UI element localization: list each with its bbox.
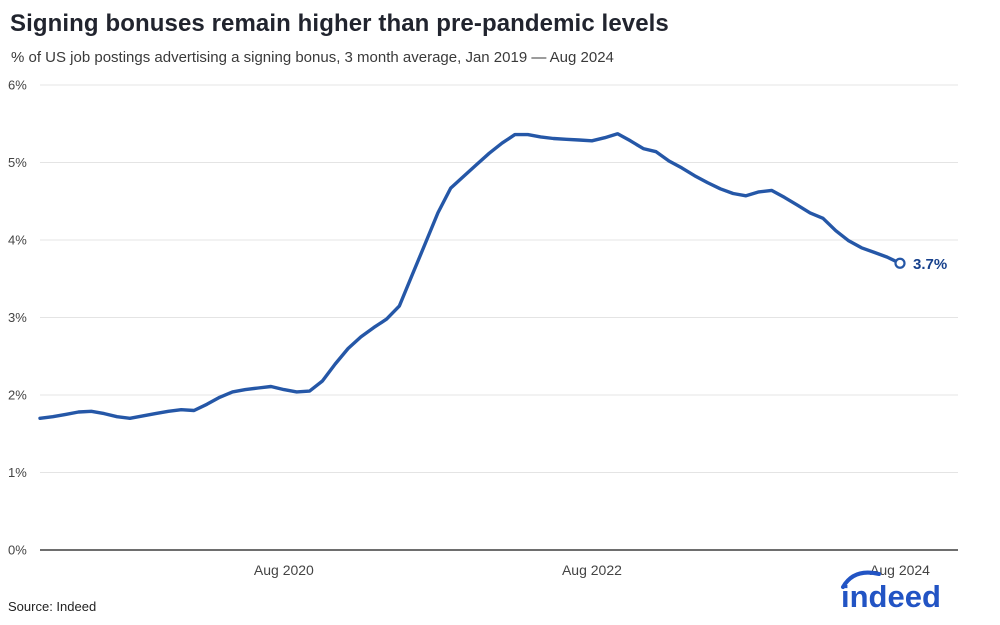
y-tick-label: 4% (8, 233, 27, 248)
source-note: Source: Indeed (8, 599, 97, 614)
x-tick-label: Aug 2024 (870, 562, 930, 578)
end-value-label: 3.7% (913, 256, 947, 273)
y-tick-label: 2% (8, 388, 27, 403)
indeed-logo: indeed (836, 565, 968, 618)
y-tick-label: 3% (8, 310, 27, 325)
y-tick-label: 1% (8, 465, 27, 480)
x-tick-label: Aug 2022 (562, 562, 622, 578)
line-chart: 0% 1% 2% 3% 4% 5% 6% Aug 2020 Aug 2022 Aug 2024 3.… (8, 78, 958, 578)
series-line (38, 132, 902, 420)
page-title: Signing bonuses remain higher than pre-p… (10, 10, 669, 37)
logo-arc (841, 570, 881, 589)
indeed-logo-icon: indeed (841, 570, 941, 614)
end-point-marker (894, 257, 906, 269)
chart-subtitle: % of US job postings advertising a signi… (11, 49, 614, 66)
y-tick-label: 5% (8, 155, 27, 170)
x-tick-label: Aug 2020 (254, 562, 314, 578)
y-tick-label: 6% (8, 78, 27, 93)
y-tick-label: 0% (8, 543, 27, 558)
logo-wordmark: indeed (841, 579, 941, 613)
